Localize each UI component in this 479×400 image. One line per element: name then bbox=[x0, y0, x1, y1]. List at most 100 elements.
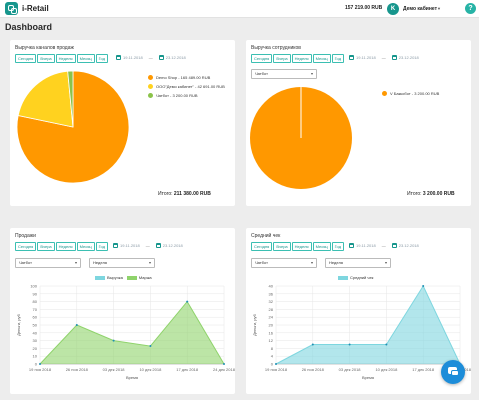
period-yesterday-button[interactable]: Вчера bbox=[37, 242, 55, 251]
legend-label[interactable]: Маржа bbox=[138, 275, 152, 280]
x-axis-label: Время bbox=[126, 375, 138, 380]
x-tick-label: 24 дек 2018 bbox=[213, 367, 235, 372]
grouping-select[interactable]: Неделя ▾ bbox=[89, 258, 155, 268]
date-range[interactable]: 19.11.2018 — 23.12.2018 bbox=[116, 55, 186, 60]
legend-swatch bbox=[126, 275, 137, 280]
period-today-button[interactable]: Сегодня bbox=[15, 54, 37, 63]
date-to[interactable]: 23.12.2018 bbox=[398, 243, 419, 248]
y-tick-label: 0 bbox=[35, 362, 38, 367]
legend-item[interactable]: V Баккобот - 3 200.00 RUB bbox=[382, 91, 439, 96]
date-range[interactable]: 19.11.2018 — 23.12.2018 bbox=[349, 243, 419, 248]
top-bar: i-Retail 157 219.00 RUB K Демо кабинет ▼… bbox=[0, 0, 479, 18]
date-range[interactable]: 19.11.2018 — 23.12.2018 bbox=[349, 55, 419, 60]
help-button[interactable]: ? bbox=[465, 3, 476, 14]
x-axis-label: Время bbox=[362, 375, 374, 380]
legend-item[interactable]: Demo Shop - 165 489.00 RUB bbox=[148, 75, 225, 80]
period-week-button[interactable]: Неделя bbox=[291, 54, 312, 63]
y-axis-label: Деньги, руб bbox=[16, 313, 21, 335]
x-tick-label: 17 дек 2018 bbox=[176, 367, 199, 372]
data-point bbox=[275, 363, 277, 365]
date-to[interactable]: 23.12.2018 bbox=[398, 55, 419, 60]
x-tick-label: 10 дек 2018 bbox=[375, 367, 398, 372]
calendar-icon bbox=[349, 55, 354, 60]
legend-dot bbox=[382, 91, 387, 96]
y-tick-label: 40 bbox=[33, 330, 38, 335]
period-month-button[interactable]: Месяц bbox=[76, 242, 95, 251]
data-point bbox=[39, 363, 41, 365]
chevron-down-icon: ▾ bbox=[74, 260, 77, 265]
logo[interactable]: i-Retail bbox=[5, 2, 49, 15]
period-yesterday-button[interactable]: Вчера bbox=[273, 242, 291, 251]
date-to[interactable]: 23.12.2018 bbox=[162, 243, 183, 248]
channel-select-value: Чатбот bbox=[255, 260, 268, 265]
period-year-button[interactable]: Год bbox=[331, 54, 345, 63]
date-separator: — bbox=[381, 55, 386, 60]
legend-item[interactable]: Чатбот - 3 200.00 RUB bbox=[148, 93, 225, 98]
period-week-button[interactable]: Неделя bbox=[291, 242, 312, 251]
y-tick-label: 70 bbox=[33, 307, 38, 312]
chat-button[interactable] bbox=[441, 360, 465, 384]
chevron-down-icon: ▾ bbox=[310, 71, 313, 76]
user-menu[interactable]: Демо кабинет bbox=[403, 6, 438, 12]
channel-select[interactable]: Чатбот ▾ bbox=[15, 258, 81, 268]
period-year-button[interactable]: Год bbox=[331, 242, 345, 251]
pie-legend: V Баккобот - 3 200.00 RUB bbox=[382, 91, 439, 100]
period-selector: Сегодня Вчера Неделя Месяц Год bbox=[251, 54, 345, 63]
card-employees: Выручка сотрудников Сегодня Вчера Неделя… bbox=[246, 40, 471, 206]
date-from[interactable]: 19.11.2018 bbox=[356, 243, 376, 248]
pie-chart-sales-channels bbox=[16, 70, 130, 184]
y-tick-label: 4 bbox=[271, 354, 274, 359]
y-tick-label: 80 bbox=[33, 299, 38, 304]
legend-label[interactable]: Выручка bbox=[107, 275, 123, 280]
y-tick-label: 90 bbox=[33, 291, 38, 296]
period-year-button[interactable]: Год bbox=[95, 54, 109, 63]
total-label: Итого: bbox=[158, 191, 173, 197]
chevron-down-icon[interactable]: ▼ bbox=[437, 6, 441, 11]
period-week-button[interactable]: Неделя bbox=[55, 242, 76, 251]
y-tick-label: 40 bbox=[269, 284, 274, 289]
logo-text: i-Retail bbox=[22, 4, 49, 13]
period-month-button[interactable]: Месяц bbox=[312, 54, 331, 63]
legend-label: Чатбот - 3 200.00 RUB bbox=[156, 93, 198, 98]
period-year-button[interactable]: Год bbox=[95, 242, 109, 251]
date-from[interactable]: 19.11.2018 bbox=[356, 55, 376, 60]
y-tick-label: 12 bbox=[269, 338, 274, 343]
period-month-button[interactable]: Месяц bbox=[312, 242, 331, 251]
page-title: Dashboard bbox=[5, 22, 53, 32]
y-tick-label: 60 bbox=[33, 315, 38, 320]
period-today-button[interactable]: Сегодня bbox=[15, 242, 37, 251]
period-yesterday-button[interactable]: Вчера bbox=[273, 54, 291, 63]
grouping-select[interactable]: Неделя ▾ bbox=[325, 258, 391, 268]
legend-dot bbox=[148, 93, 153, 98]
card-title: Продажи bbox=[15, 233, 36, 239]
date-range[interactable]: 19.11.2018 — 23.12.2018 bbox=[113, 243, 183, 248]
card-average-check: Средний чек Сегодня Вчера Неделя Месяц Г… bbox=[246, 228, 471, 394]
date-to[interactable]: 23.12.2018 bbox=[165, 55, 186, 60]
user-avatar[interactable]: K bbox=[387, 3, 399, 15]
legend-label: Demo Shop - 165 489.00 RUB bbox=[156, 75, 211, 80]
y-axis-label: Деньги, руб bbox=[252, 313, 257, 335]
calendar-icon bbox=[158, 55, 164, 60]
pie-slice bbox=[67, 70, 74, 128]
data-point bbox=[149, 345, 152, 348]
period-yesterday-button[interactable]: Вчера bbox=[37, 54, 55, 63]
calendar-icon bbox=[116, 55, 121, 60]
chevron-down-icon: ▾ bbox=[384, 260, 387, 265]
date-from[interactable]: 19.11.2018 bbox=[120, 243, 140, 248]
period-month-button[interactable]: Месяц bbox=[76, 54, 95, 63]
period-today-button[interactable]: Сегодня bbox=[251, 54, 273, 63]
total: Итого: 3 200.00 RUB bbox=[407, 191, 455, 197]
period-today-button[interactable]: Сегодня bbox=[251, 242, 273, 251]
channel-select[interactable]: Чатбот ▾ bbox=[251, 258, 317, 268]
period-selector: Сегодня Вчера Неделя Месяц Год bbox=[251, 242, 345, 251]
legend-label[interactable]: Средний чек bbox=[350, 275, 374, 280]
channel-select-value: Чатбот bbox=[19, 260, 32, 265]
legend-item[interactable]: ООО"Демо кабинет" - 42 691.00 RUB bbox=[148, 84, 225, 89]
calendar-icon bbox=[391, 243, 397, 248]
pie-slice bbox=[16, 70, 130, 184]
legend-swatch bbox=[338, 275, 348, 280]
employee-select[interactable]: Чатбот ▾ bbox=[251, 69, 317, 79]
date-from[interactable]: 19.11.2018 bbox=[123, 55, 143, 60]
pie-slice bbox=[17, 70, 74, 128]
period-week-button[interactable]: Неделя bbox=[55, 54, 76, 63]
